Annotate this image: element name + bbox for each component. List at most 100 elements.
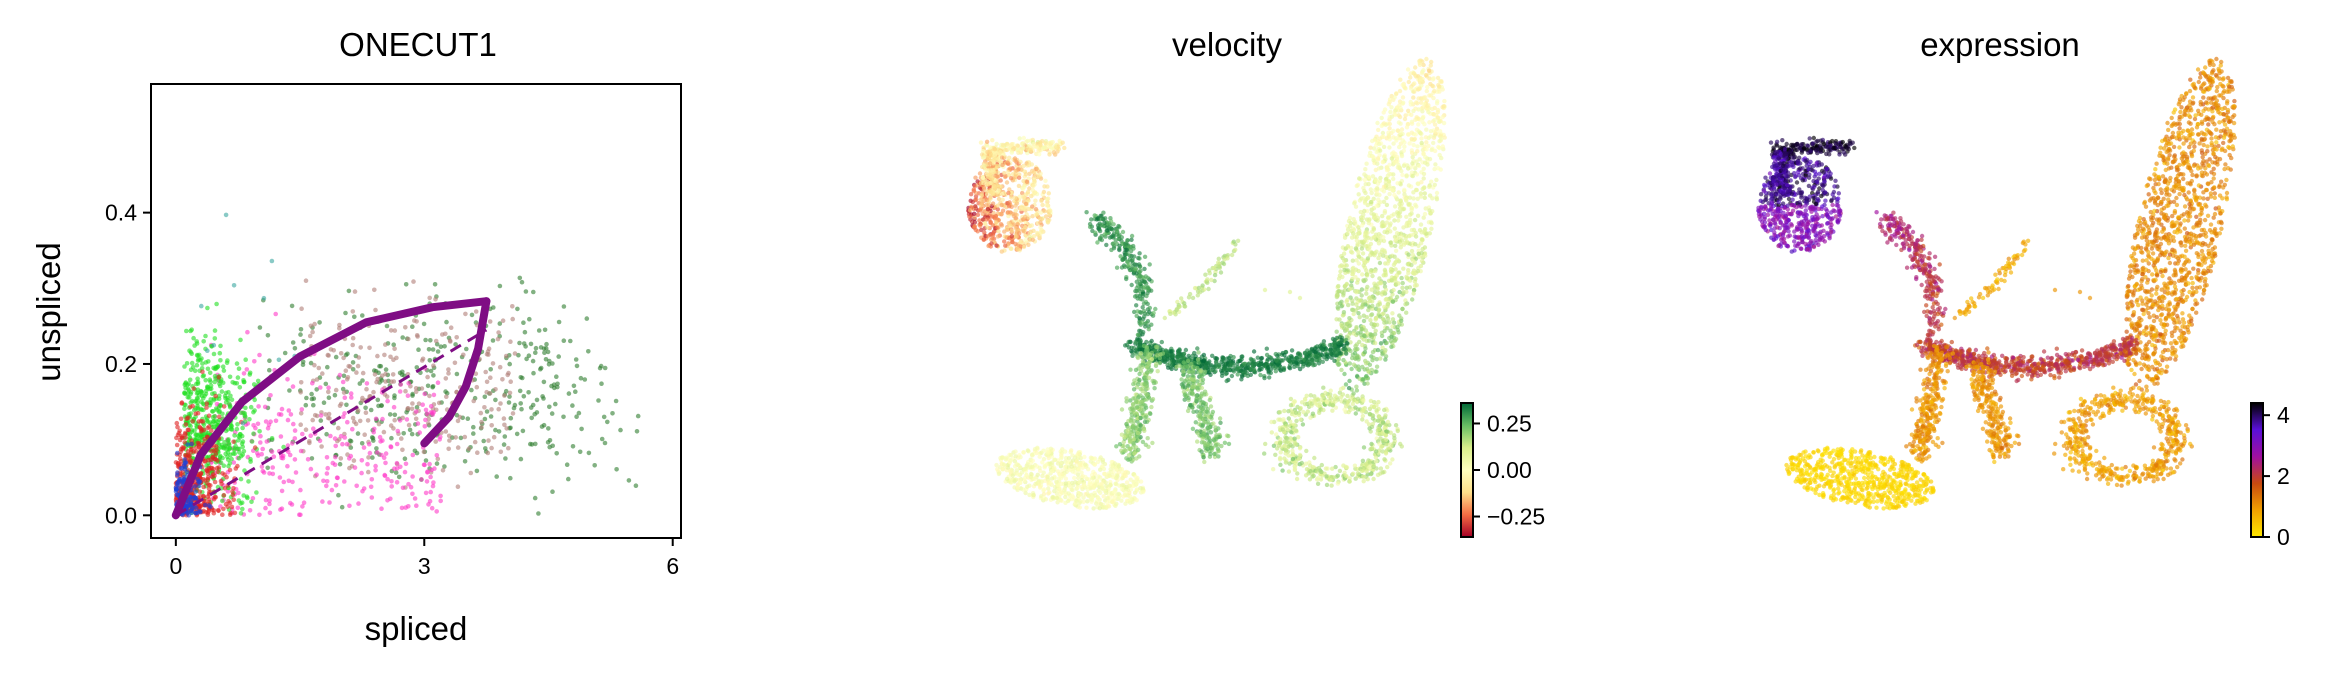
phase-point [342,479,347,484]
phase-point [356,355,362,360]
phase-point [258,440,263,445]
velocity-point [1356,254,1362,259]
velocity-point [1077,479,1082,485]
phase-point [286,408,292,413]
phase-point [425,383,431,389]
phase-point [214,465,220,471]
velocity-point [1321,407,1326,413]
velocity-point [1380,345,1385,350]
phase-point [237,450,242,455]
velocity-point [1407,141,1412,146]
phase-point [626,478,632,483]
velocity-point [1284,423,1289,428]
phase-point [510,304,515,309]
velocity-point [1377,178,1383,184]
velocity-point [1340,274,1345,280]
velocity-point [1330,408,1335,413]
velocity-point [1417,254,1422,260]
velocity-point [1014,462,1019,467]
phase-point [383,342,388,347]
phase-point [269,258,275,264]
phase-point [260,446,266,452]
phase-point [573,389,578,395]
phase-point [518,456,524,462]
phase-point [406,504,411,509]
velocity-point [1383,357,1388,362]
phase-point [196,483,202,489]
phase-point [391,404,397,410]
velocity-point [1047,490,1052,495]
velocity-point [1361,263,1366,268]
velocity-point [1428,129,1434,134]
velocity-point [1258,372,1263,378]
phase-point [257,512,262,518]
phase-point [186,411,192,417]
velocity-point [1354,384,1359,389]
velocity-point [1410,154,1415,160]
phase-point [388,354,393,360]
phase-point [186,502,192,508]
velocity-point [1392,218,1397,223]
phase-point [282,350,288,356]
phase-point [518,401,523,406]
phase-point [206,497,212,502]
phase-point [493,397,498,403]
phase-point [479,419,484,425]
velocity-point [1288,403,1294,408]
velocity-point [1092,462,1097,467]
phase-point [416,347,421,353]
velocity-point [1027,492,1032,498]
phase-point [428,489,434,495]
phase-point [547,404,552,410]
phase-point [214,407,220,413]
phase-point [447,438,452,443]
velocity-point [1324,482,1330,488]
phase-point [370,436,376,441]
velocity-point [1377,276,1382,281]
velocity-point [1362,333,1367,339]
velocity-point [1066,498,1071,504]
velocity-point [1323,466,1329,471]
phase-point [553,401,558,407]
velocity-point [1076,475,1081,481]
phase-point [360,313,365,318]
velocity-point [1372,340,1378,346]
velocity-point [1354,325,1359,330]
velocity-point [1359,246,1365,251]
velocity-point [1298,405,1303,411]
phase-point [178,466,184,471]
velocity-point [1282,456,1287,461]
velocity-point [1074,498,1079,503]
velocity-point [1286,440,1291,445]
phase-point [221,368,227,373]
phase-point [446,433,452,439]
phase-point [246,479,251,484]
velocity-point [1113,503,1118,508]
phase-point [356,501,361,506]
velocity-point [1376,427,1382,432]
phase-point [311,426,316,432]
velocity-point [1287,461,1292,466]
velocity-point [1401,163,1407,168]
phase-point [610,411,615,416]
velocity-point [1418,222,1424,227]
phase-point [203,391,209,397]
phase-point [182,430,188,436]
phase-point [424,479,430,484]
phase-point [426,421,431,426]
velocity-point [1360,458,1366,463]
phase-point [360,378,365,383]
phase-point [266,422,272,428]
velocity-point [1375,291,1380,296]
phase-point [218,453,223,459]
velocity-point [1401,225,1406,230]
velocity-point [1357,176,1362,181]
phase-point [424,411,430,417]
velocity-point [1360,272,1365,277]
velocity-point [1416,122,1421,127]
phase-point [236,366,242,372]
velocity-point [1385,419,1391,425]
velocity-point [1352,463,1358,468]
velocity-point [1424,140,1429,145]
velocity-point [1403,302,1408,307]
